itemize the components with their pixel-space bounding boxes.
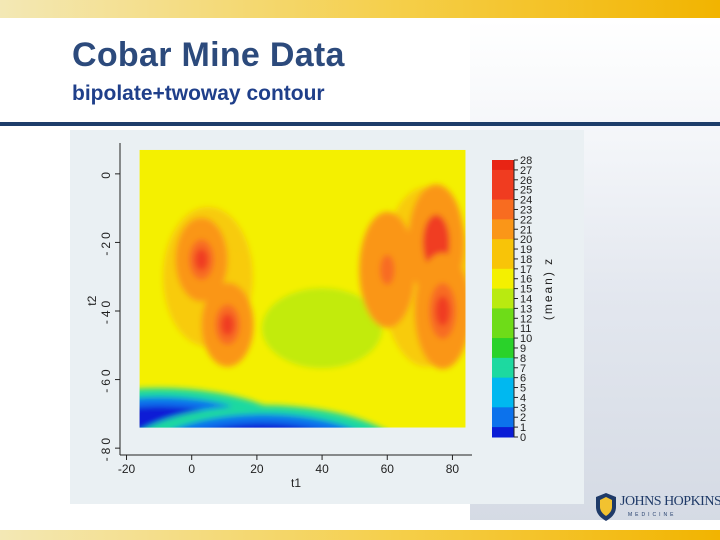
colorbar-swatch [492,318,514,329]
y-tick-label: 0 [99,169,113,179]
colorbar-swatch [492,328,514,339]
colorbar: 0123456789101112131415161718192021222324… [492,155,555,444]
colorbar-tick-label: 14 [520,294,532,306]
y-tick-label: -20 [99,229,113,255]
colorbar-swatch [492,367,514,379]
colorbar-tick-label: 18 [520,254,532,266]
colorbar-tick-label: 26 [520,175,532,187]
colorbar-tick-label: 9 [520,343,526,355]
colorbar-tick-label: 12 [520,313,532,325]
colorbar-swatch [492,407,514,418]
colorbar-tick-label: 27 [520,165,532,177]
johns-hopkins-logo: JOHNS HOPKINS MEDICINE [594,492,720,524]
slide-subtitle: bipolate+twoway contour [72,82,325,105]
contour-blobs [139,163,466,428]
colorbar-swatch [492,357,514,369]
colorbar-swatch [492,268,514,280]
colorbar-tick-label: 7 [520,363,526,375]
colorbar-swatch [492,417,514,428]
contour-peak [379,254,395,285]
colorbar-swatch [492,288,514,299]
colorbar-tick-label: 16 [520,274,532,286]
contour-peak [220,313,235,336]
colorbar-tick-label: 24 [520,195,532,207]
x-axis-label: t1 [291,476,301,490]
colorbar-swatch [492,179,514,191]
contour-low [177,414,350,428]
colorbar-swatch [492,229,514,240]
colorbar-swatch [492,298,514,309]
colorbar-tick-label: 23 [520,204,532,216]
contour-low [217,423,310,428]
colorbar-tick-label: 15 [520,284,532,296]
colorbar-tick-label: 21 [520,224,532,236]
contour-surface [139,149,466,428]
colorbar-tick-label: 11 [520,323,531,335]
colorbar-tick-label: 2 [520,412,526,424]
colorbar-swatch [492,258,514,270]
colorbar-swatch [492,397,514,408]
x-tick-label: 40 [315,462,329,476]
colorbar-tick-label: 28 [520,155,532,167]
contour-peak [194,248,209,271]
colorbar-swatch [492,278,514,290]
colorbar-tick-label: 4 [520,392,526,404]
colorbar-tick-label: 25 [520,185,532,197]
colorbar-tick-label: 6 [520,373,526,385]
top-accent-band [0,0,720,18]
logo-subline: MEDICINE [628,512,677,518]
colorbar-swatch [492,209,514,220]
colorbar-swatch [492,189,514,201]
colorbar-tick-label: 1 [520,422,526,434]
x-tick-label: -20 [118,462,136,476]
colorbar-tick-label: 8 [520,353,526,365]
colorbar-swatch [492,338,514,349]
logo-wordmark: JOHNS HOPKINS [620,494,720,509]
colorbar-label: (mean) z [541,257,555,320]
colorbar-tick-label: 20 [520,234,532,246]
shield-icon [596,493,616,521]
x-tick-label: 60 [381,462,395,476]
colorbar-tick-label: 17 [520,264,532,276]
colorbar-swatch [492,169,514,181]
slide-title: Cobar Mine Data [72,36,345,74]
colorbar-tick-label: 3 [520,402,526,414]
y-axis-label: t2 [85,295,99,305]
contour-zone [262,288,383,369]
colorbar-swatch [492,199,514,210]
colorbar-swatch [492,239,514,250]
colorbar-tick-label: 0 [520,432,526,444]
y-tick-label: -40 [99,298,113,324]
colorbar-swatch [492,160,514,171]
colorbar-swatch [492,347,514,359]
bottom-accent-band [0,530,720,540]
contour-peak [435,295,450,327]
colorbar-swatch [492,308,514,319]
x-tick-label: 20 [250,462,264,476]
contour-peak [428,227,444,258]
x-tick-label: 0 [188,462,195,476]
title-divider [0,122,720,126]
chart-axes: -20 0 20 40 60 80 0 -20 -40 -60 -80 t1 t2 [85,143,472,490]
colorbar-tick-label: 19 [520,244,532,256]
colorbar-tick-label: 5 [520,383,526,395]
x-tick-label: 80 [446,462,460,476]
colorbar-swatch [492,387,514,398]
colorbar-swatch [492,427,514,438]
y-tick-label: -80 [99,435,113,461]
colorbar-tick-label: 22 [520,214,532,226]
colorbar-swatch [492,219,514,230]
colorbar-tick-label: 13 [520,303,532,315]
colorbar-swatch [492,377,514,389]
colorbar-tick-label: 10 [520,333,532,345]
colorbar-swatch [492,249,514,260]
y-tick-label: -60 [99,366,113,392]
